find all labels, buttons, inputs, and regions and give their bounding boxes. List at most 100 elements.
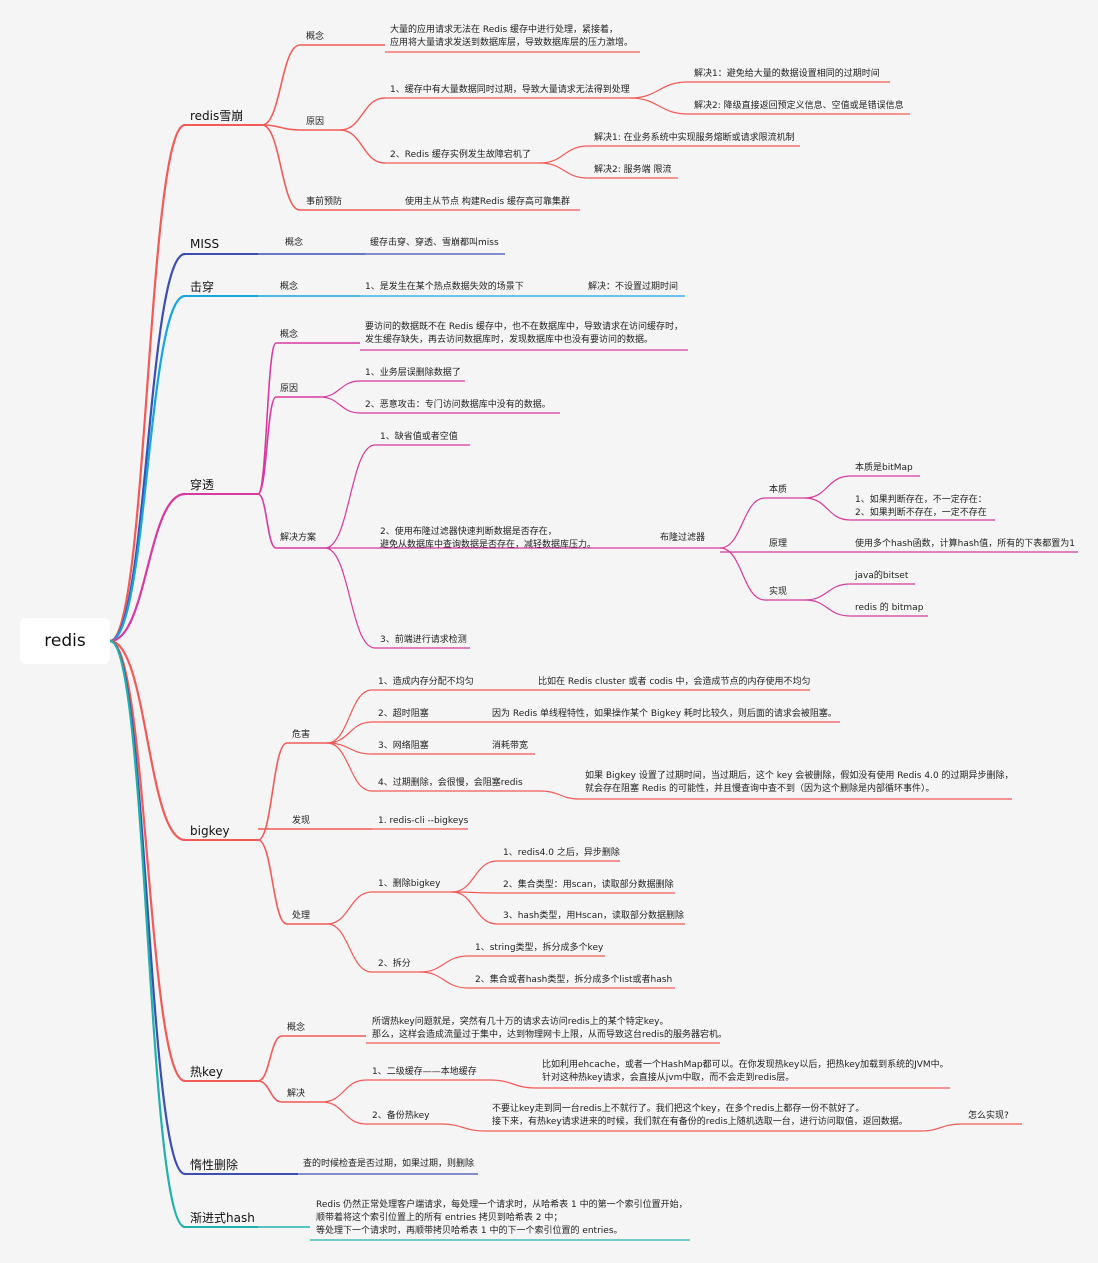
node-hk-concept[interactable]: 概念 bbox=[287, 1023, 306, 1033]
node-pn-concept-desc[interactable]: 要访问的数据既不在 Redis 缓存中，也不在数据库中，导致请求在访问缓存时， … bbox=[365, 322, 684, 345]
node-bk-find1[interactable]: 1. redis-cli --bigkeys bbox=[378, 816, 469, 826]
connector bbox=[539, 790, 581, 800]
node-bk-harm3[interactable]: 3、网络阻塞 bbox=[378, 741, 429, 751]
node-pn-essence1[interactable]: 本质是bitMap bbox=[855, 463, 913, 473]
node-pn-bloom-filter[interactable]: 布隆过滤器 bbox=[660, 533, 706, 543]
node-av-prevent-desc[interactable]: 使用主从节点 构建Redis 缓存高可靠集群 bbox=[405, 197, 571, 207]
node-pn-essence[interactable]: 本质 bbox=[769, 485, 788, 495]
connector-breakdown bbox=[109, 294, 186, 643]
connector bbox=[257, 342, 277, 495]
root-node[interactable] bbox=[20, 618, 110, 664]
node-pn-sol3[interactable]: 3、前端进行请求检测 bbox=[380, 635, 467, 645]
connector-miss bbox=[109, 252, 186, 643]
node-bk-harm1-desc[interactable]: 比如在 Redis cluster 或者 codis 中，会造成节点的内存使用不… bbox=[538, 677, 811, 687]
branch-hotkey[interactable]: 热key bbox=[190, 1065, 224, 1079]
node-bk-harm4-desc[interactable]: 如果 Bigkey 设置了过期时间，当过期后，这个 key 会被删除，假如没有使… bbox=[585, 771, 1014, 794]
node-hk-concept-desc[interactable]: 所谓热key问题就是，突然有几十万的请求去访问redis上的某个特定key。 那… bbox=[372, 1017, 727, 1040]
connector bbox=[261, 124, 301, 211]
node-av-cause2-sol2[interactable]: 解决2: 服务端 限流 bbox=[594, 165, 672, 175]
node-bk-harm[interactable]: 危害 bbox=[292, 730, 311, 740]
node-pn-principle-desc[interactable]: 使用多个hash函数，计算hash值，所有的下表都置为1 bbox=[855, 539, 1075, 549]
connector bbox=[804, 497, 851, 521]
branch-miss[interactable]: MISS bbox=[190, 237, 220, 251]
connector bbox=[439, 1123, 487, 1132]
node-av-prevent[interactable]: 事前预防 bbox=[306, 197, 343, 207]
connector bbox=[326, 721, 373, 744]
node-pn-principle[interactable]: 原理 bbox=[769, 539, 788, 549]
connector bbox=[629, 97, 689, 115]
connector bbox=[539, 145, 589, 164]
node-bk-harm4[interactable]: 4、过期删除，会很慢，会阻塞redis bbox=[378, 778, 523, 788]
node-pn-cause2[interactable]: 2、恶意攻击：专门访问数据库中没有的数据。 bbox=[365, 400, 551, 410]
connector-avalanche bbox=[109, 123, 186, 643]
node-hk-solution[interactable]: 解决 bbox=[287, 1089, 306, 1099]
connector bbox=[326, 923, 373, 973]
connector bbox=[719, 497, 766, 549]
node-pn-essence2[interactable]: 1、如果判断存在，不一定存在： 2、如果判断不存在，一定不存在 bbox=[855, 495, 987, 518]
node-av-cause1-sol1[interactable]: 解决1：避免给大量的数据设置相同的过期时间 bbox=[694, 69, 880, 79]
node-bk-delete2[interactable]: 2、集合类型：用scan，读取部分数据删除 bbox=[503, 880, 674, 890]
node-bk-delete1[interactable]: 1、redis4.0 之后，异步删除 bbox=[503, 848, 620, 858]
node-hk-sol2[interactable]: 2、备份热key bbox=[372, 1111, 430, 1121]
node-bk-find[interactable]: 发现 bbox=[292, 816, 311, 826]
node-pn-impl2[interactable]: redis 的 bitmap bbox=[855, 603, 924, 613]
connector bbox=[257, 839, 288, 925]
node-lazy-desc[interactable]: 查的时候检查是否过期，如果过期，则删除 bbox=[303, 1159, 475, 1169]
node-av-cause1[interactable]: 1、缓存中有大量数据同时过期，导致大量请求无法得到处理 bbox=[390, 85, 630, 95]
connector bbox=[451, 860, 498, 893]
branch-lazy-delete[interactable]: 惰性删除 bbox=[190, 1158, 239, 1172]
node-pn-cause1[interactable]: 1、业务层误删除数据了 bbox=[365, 368, 461, 378]
node-bk-harm2-desc[interactable]: 因为 Redis 单线程特性，如果操作某个 Bigkey 耗时比较久，则后面的请… bbox=[492, 709, 837, 719]
connector bbox=[324, 547, 376, 649]
branch-breakdown[interactable]: 击穿 bbox=[190, 280, 215, 294]
connector bbox=[257, 396, 277, 495]
node-av-concept-desc[interactable]: 大量的应用请求无法在 Redis 缓存中进行处理，紧接着， 应用将大量请求发送到… bbox=[390, 25, 634, 48]
node-bd-solution[interactable]: 解决：不设置过期时间 bbox=[588, 282, 679, 292]
node-pn-sol1[interactable]: 1、缺省值或者空值 bbox=[380, 432, 458, 442]
node-pn-sol2[interactable]: 2、使用布隆过滤器快速判断数据是否存在， 避免从数据库中查询数据是否存在，减轻数… bbox=[380, 527, 597, 550]
node-pn-solution[interactable]: 解决方案 bbox=[280, 533, 317, 543]
connector bbox=[319, 396, 361, 414]
branch-avalanche[interactable]: redis雪崩 bbox=[190, 109, 244, 123]
node-hk-sol1[interactable]: 1、二级缓存——本地缓存 bbox=[372, 1067, 477, 1077]
connector bbox=[257, 1080, 283, 1103]
connector bbox=[451, 891, 498, 925]
node-pn-cause[interactable]: 原因 bbox=[280, 384, 299, 394]
connector-lazy bbox=[109, 639, 186, 1176]
node-miss-desc[interactable]: 缓存击穿、穿透、雪崩都叫miss bbox=[370, 238, 499, 248]
connector bbox=[489, 1079, 537, 1089]
node-av-cause1-sol2[interactable]: 解决2: 降级直接返回预定义信息、空值或是错误信息 bbox=[694, 101, 904, 111]
node-miss-concept[interactable]: 概念 bbox=[285, 238, 304, 248]
node-bk-delete3[interactable]: 3、hash类型，用Hscan，读取部分数据删除 bbox=[503, 911, 684, 921]
node-bk-split[interactable]: 2、拆分 bbox=[378, 959, 411, 969]
connector bbox=[804, 599, 851, 617]
branch-progressive-rehash[interactable]: 渐进式hash bbox=[190, 1211, 255, 1225]
connector bbox=[324, 444, 376, 549]
node-pn-impl[interactable]: 实现 bbox=[769, 587, 788, 597]
node-bk-delete[interactable]: 1、删除bigkey bbox=[378, 879, 441, 889]
connector bbox=[261, 44, 301, 126]
node-bd-desc[interactable]: 1、是发生在某个热点数据失效的场景下 bbox=[365, 282, 524, 292]
node-av-cause[interactable]: 原因 bbox=[306, 117, 325, 127]
node-av-concept[interactable]: 概念 bbox=[306, 32, 325, 42]
branch-bigkey[interactable]: bigkey bbox=[190, 824, 230, 838]
node-bk-harm1[interactable]: 1、造成内存分配不均匀 bbox=[378, 677, 474, 687]
node-bd-concept[interactable]: 概念 bbox=[280, 282, 299, 292]
node-pn-impl1[interactable]: java的bitset bbox=[855, 571, 909, 581]
node-bk-split2[interactable]: 2、集合或者hash类型，拆分成多个list或者hash bbox=[475, 975, 673, 985]
node-av-cause2[interactable]: 2、Redis 缓存实例发生故障宕机了 bbox=[390, 150, 531, 160]
node-hk-sol2-desc[interactable]: 不要让key走到同一台redis上不就行了。我们把这个key，在多个redis上… bbox=[492, 1104, 908, 1127]
branch-penetration[interactable]: 穿透 bbox=[190, 478, 215, 492]
node-bk-harm3-desc[interactable]: 消耗带宽 bbox=[492, 741, 529, 751]
node-bk-harm2[interactable]: 2、超时阻塞 bbox=[378, 709, 429, 719]
node-av-cause2-sol1[interactable]: 解决1: 在业务系统中实现服务熔断或请求限流机制 bbox=[594, 133, 795, 143]
node-pn-concept[interactable]: 概念 bbox=[280, 330, 299, 340]
node-rehash-desc[interactable]: Redis 仍然正常处理客户端请求，每处理一个请求时，从哈希表 1 中的第一个索… bbox=[316, 1200, 688, 1236]
connector bbox=[257, 1035, 283, 1082]
node-bk-split1[interactable]: 1、string类型，拆分成多个key bbox=[475, 943, 604, 953]
connector bbox=[326, 742, 373, 792]
node-bk-handle[interactable]: 处理 bbox=[292, 911, 311, 921]
node-hk-sol2-question[interactable]: 怎么实现? bbox=[968, 1111, 1009, 1121]
node-hk-sol1-desc[interactable]: 比如利用ehcache，或者一个HashMap都可以。在你发现热key以后，把热… bbox=[542, 1060, 949, 1083]
